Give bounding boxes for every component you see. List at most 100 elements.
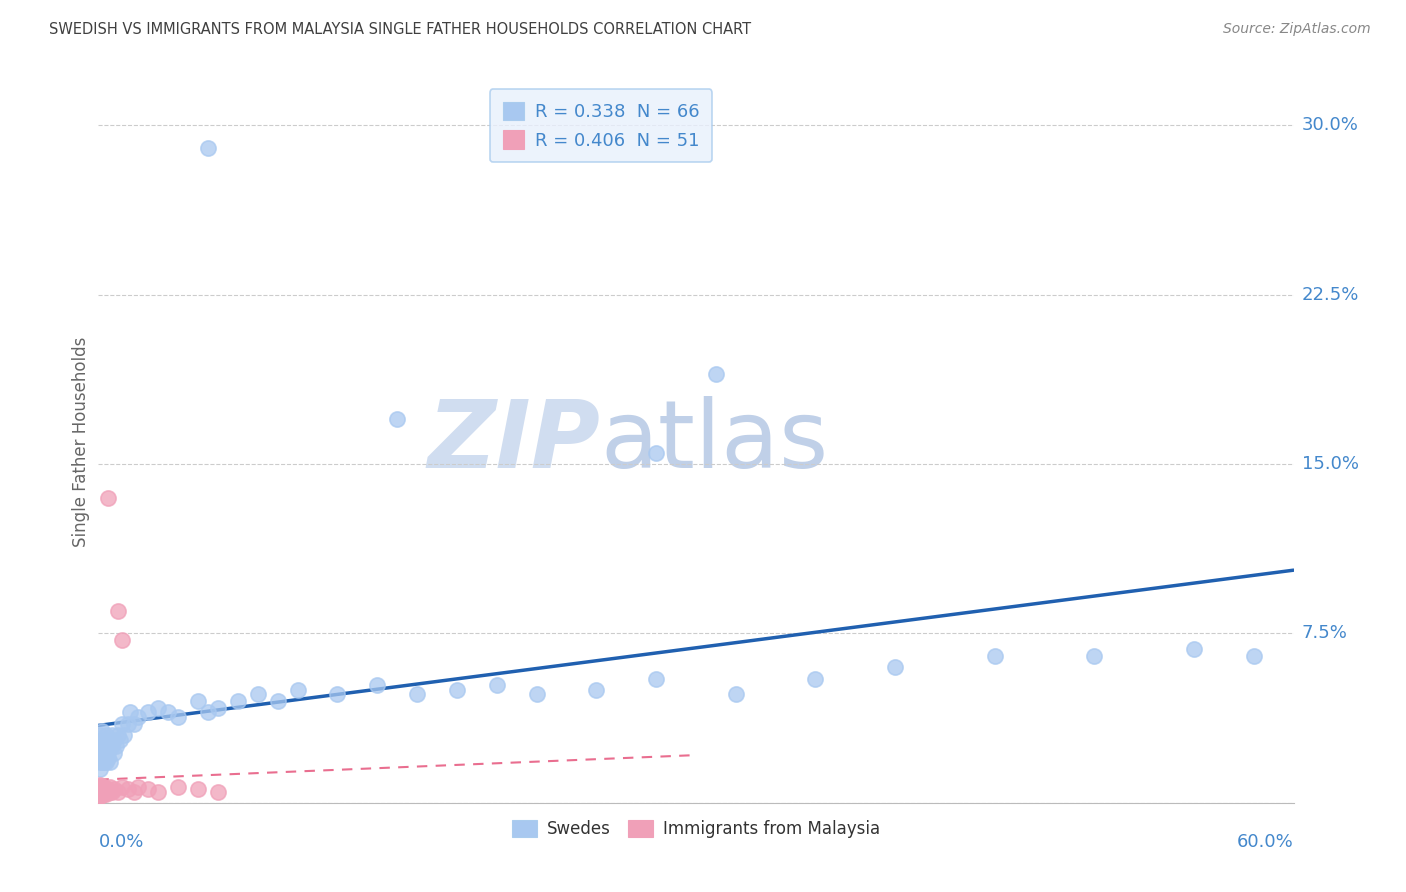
Point — [91, 755, 114, 769]
Text: 0.0%: 0.0% — [98, 833, 143, 851]
Point — [97, 784, 120, 798]
Point — [89, 746, 111, 760]
Text: 15.0%: 15.0% — [1302, 455, 1358, 473]
Point — [645, 446, 668, 460]
Point — [89, 787, 111, 801]
Point — [1182, 642, 1205, 657]
Point — [98, 784, 122, 798]
Text: 7.5%: 7.5% — [1302, 624, 1348, 642]
Point — [96, 787, 118, 801]
Point — [187, 694, 209, 708]
Point — [446, 682, 468, 697]
Point — [167, 710, 190, 724]
Point — [97, 746, 120, 760]
Point — [91, 787, 114, 801]
Point — [111, 633, 134, 648]
Point — [485, 678, 508, 692]
Text: Source: ZipAtlas.com: Source: ZipAtlas.com — [1223, 22, 1371, 37]
Point — [89, 787, 111, 801]
Point — [111, 780, 134, 794]
Point — [120, 706, 142, 720]
Point — [93, 739, 115, 754]
Point — [89, 780, 111, 794]
Point — [136, 706, 159, 720]
Point — [96, 739, 118, 754]
Point — [984, 648, 1007, 663]
Point — [107, 604, 129, 618]
Point — [884, 660, 907, 674]
Point — [89, 787, 111, 801]
Point — [89, 782, 111, 797]
Point — [91, 784, 114, 798]
Text: 30.0%: 30.0% — [1302, 117, 1358, 135]
Point — [585, 682, 607, 697]
Point — [526, 687, 548, 701]
Point — [97, 750, 120, 764]
Point — [127, 710, 149, 724]
Point — [91, 784, 114, 798]
Point — [89, 789, 111, 803]
Point — [101, 728, 124, 742]
Point — [96, 750, 118, 764]
Point — [96, 784, 118, 798]
Point — [93, 787, 115, 801]
Point — [89, 728, 111, 742]
Point — [117, 716, 139, 731]
Y-axis label: Single Father Households: Single Father Households — [72, 336, 90, 547]
Point — [645, 672, 668, 686]
Point — [103, 732, 125, 747]
Point — [226, 694, 249, 708]
Point — [93, 782, 115, 797]
Point — [89, 787, 111, 801]
Point — [98, 780, 122, 794]
Point — [89, 778, 111, 792]
Text: atlas: atlas — [600, 395, 828, 488]
Point — [101, 739, 124, 754]
Point — [105, 739, 128, 754]
Point — [93, 780, 115, 794]
Point — [207, 784, 229, 798]
Point — [89, 784, 111, 798]
Point — [98, 732, 122, 747]
Point — [148, 784, 170, 798]
Point — [101, 784, 124, 798]
Point — [91, 784, 114, 798]
Point — [97, 782, 120, 797]
Point — [89, 784, 111, 798]
Point — [103, 782, 125, 797]
Point — [724, 687, 747, 701]
Point — [366, 678, 388, 692]
Point — [91, 782, 114, 797]
Point — [89, 782, 111, 797]
Point — [89, 762, 111, 776]
Point — [91, 750, 114, 764]
Point — [89, 784, 111, 798]
Point — [148, 701, 170, 715]
Point — [197, 706, 219, 720]
Point — [89, 780, 111, 794]
Point — [93, 746, 115, 760]
Point — [136, 782, 159, 797]
Point — [167, 780, 190, 794]
Point — [96, 782, 118, 797]
Point — [112, 728, 135, 742]
Text: SWEDISH VS IMMIGRANTS FROM MALAYSIA SINGLE FATHER HOUSEHOLDS CORRELATION CHART: SWEDISH VS IMMIGRANTS FROM MALAYSIA SING… — [49, 22, 751, 37]
Point — [107, 728, 129, 742]
Point — [246, 687, 269, 701]
Point — [110, 732, 132, 747]
Point — [97, 491, 120, 505]
Text: 60.0%: 60.0% — [1237, 833, 1294, 851]
Point — [804, 672, 827, 686]
Point — [96, 755, 118, 769]
Point — [91, 723, 114, 738]
Point — [127, 780, 149, 794]
Point — [91, 787, 114, 801]
Point — [89, 789, 111, 803]
Point — [93, 750, 115, 764]
Point — [91, 739, 114, 754]
Point — [89, 739, 111, 754]
Point — [287, 682, 309, 697]
Point — [111, 716, 134, 731]
Point — [157, 706, 180, 720]
Point — [91, 746, 114, 760]
